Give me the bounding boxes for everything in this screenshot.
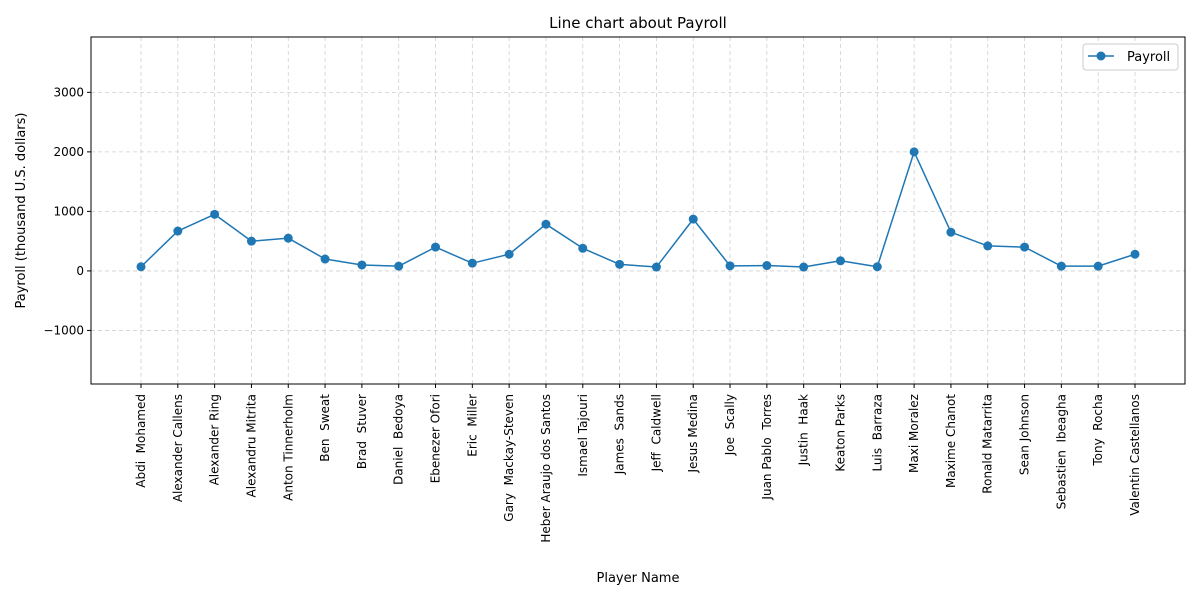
data-point [578, 243, 588, 253]
y-axis: −1000 0 1000 2000 3000 [43, 85, 91, 337]
data-point [173, 226, 183, 236]
x-tick-label: Ismael Tajouri [576, 394, 590, 477]
x-tick-label: Maxi Moralez [907, 394, 921, 473]
x-tick-label: Brad Stuver [355, 394, 369, 469]
x-tick-label: Alexandru Mitrita [244, 394, 258, 497]
chart-title: Line chart about Payroll [549, 14, 727, 32]
x-tick-label: Jeff Caldwell [649, 394, 663, 472]
y-tick-label: 0 [76, 264, 84, 278]
legend-box [1082, 43, 1179, 71]
x-tick-label: Eric Miller [465, 394, 479, 457]
x-tick-label: Alexander Callens [171, 394, 185, 502]
grid-layer [91, 37, 1185, 384]
x-tick-label: Keaton Parks [833, 394, 847, 472]
data-point [504, 249, 514, 259]
x-tick-label: Heber Araujo dos Santos [539, 394, 553, 543]
x-tick-label: Tony Rocha [1091, 394, 1105, 467]
data-point [615, 259, 625, 269]
data-point [394, 261, 404, 271]
data-point [136, 262, 146, 272]
x-tick-label: Sean Johnson [1018, 394, 1032, 475]
x-tick-label: Sebastien Ibeagha [1054, 394, 1068, 509]
data-point [909, 147, 919, 157]
x-tick-label: Luis Barraza [870, 394, 884, 472]
data-point [210, 209, 220, 219]
data-point [1020, 242, 1030, 252]
data-point [872, 262, 882, 272]
data-point [688, 214, 698, 224]
series-line-payroll [140, 151, 1136, 268]
y-axis-label: Payroll (thousand U.S. dollars) [14, 113, 29, 309]
data-point [946, 227, 956, 237]
x-axis: Abdi Mohamed Alexander Callens Alexander R… [134, 384, 1142, 543]
x-tick-label: James Sands [613, 394, 627, 475]
y-tick-label: 2000 [53, 145, 84, 159]
data-point [1130, 249, 1140, 259]
x-tick-label: Jesus Medina [686, 394, 700, 474]
data-point [357, 260, 367, 270]
x-tick-label: Joe Scally [723, 394, 737, 456]
data-point [762, 261, 772, 271]
data-point [725, 261, 735, 271]
data-point [541, 219, 551, 229]
x-tick-label: Ronald Matarrita [981, 394, 995, 494]
y-tick-label: 1000 [53, 204, 84, 218]
x-tick-label: Daniel Bedoya [392, 394, 406, 485]
x-tick-label: Juan Pablo Torres [760, 394, 774, 501]
data-point [799, 262, 809, 272]
data-point [651, 262, 661, 272]
data-point [1056, 261, 1066, 271]
data-point [283, 233, 293, 243]
x-tick-label: Gary Mackay-Steven [502, 394, 516, 522]
plot-frame [90, 36, 1186, 385]
x-tick-label: Maxime Chanot [944, 394, 958, 488]
data-point [983, 241, 993, 251]
y-tick-label: −1000 [43, 323, 84, 337]
x-tick-label: Alexander Ring [208, 394, 222, 485]
legend-marker [1096, 51, 1106, 61]
x-tick-label: Justin Haak [797, 394, 811, 466]
x-tick-label: Ben Sweat [318, 394, 332, 462]
data-point [1093, 261, 1103, 271]
data-point [467, 258, 477, 268]
x-tick-label: Anton Tinnerholm [281, 394, 295, 501]
y-tick-label: 3000 [53, 85, 84, 99]
legend-entry-payroll: Payroll [1127, 50, 1170, 65]
x-tick-label: Valentin Castellanos [1128, 394, 1142, 516]
series-layer [136, 147, 1140, 272]
data-point [835, 256, 845, 266]
legend: Payroll [1082, 43, 1179, 71]
data-point [246, 236, 256, 246]
data-point [320, 254, 330, 264]
x-tick-label: Ebenezer Ofori [429, 394, 443, 483]
x-tick-label: Abdi Mohamed [134, 394, 148, 488]
data-point [431, 242, 441, 252]
x-axis-label: Player Name [597, 571, 680, 586]
